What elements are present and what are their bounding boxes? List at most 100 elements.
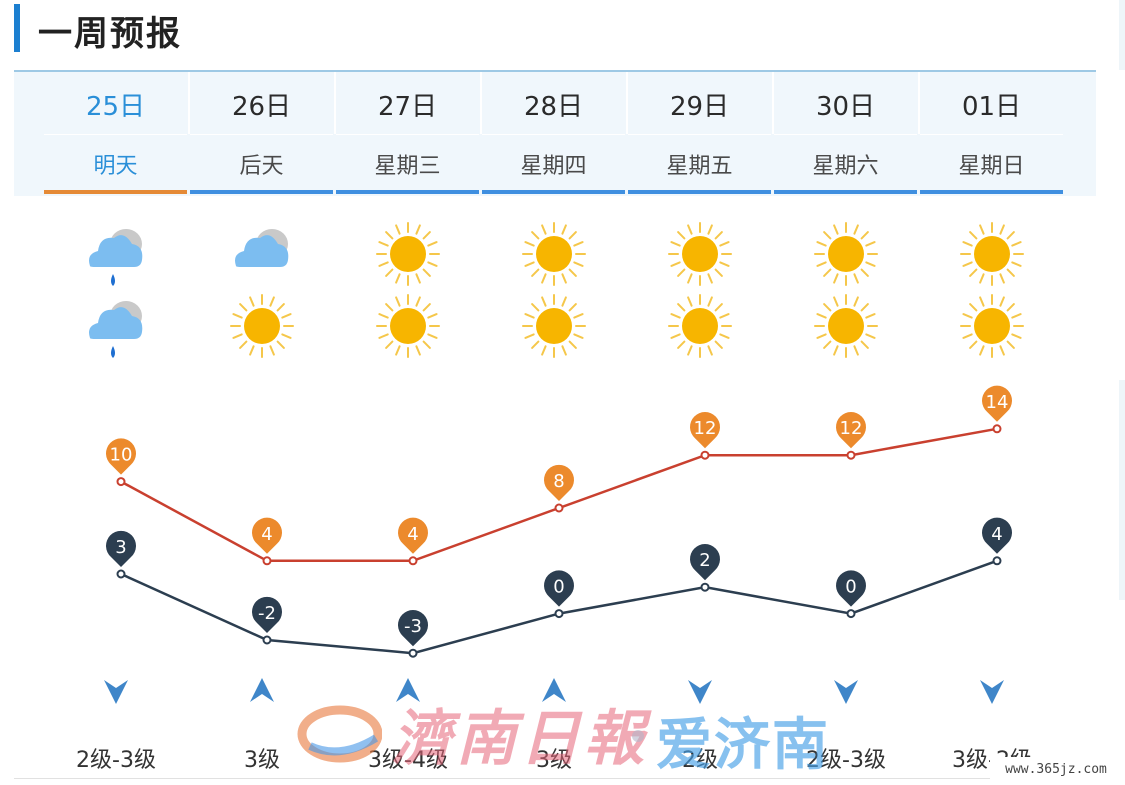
day-date: 30日 [815, 92, 876, 122]
day-tab-1[interactable]: 26日后天 [190, 72, 333, 196]
wind-arrow-up-icon [542, 678, 566, 702]
day-tab-6[interactable]: 01日星期日 [920, 72, 1063, 196]
title-accent-bar [14, 4, 20, 52]
sun-icon [376, 222, 440, 286]
sun-icon [668, 222, 732, 286]
tab-underline [774, 190, 917, 194]
day-weekday: 星期四 [520, 154, 587, 179]
day-tab-0[interactable]: 25日明天 [44, 72, 187, 196]
day-weekday: 星期日 [958, 154, 1025, 179]
watermark-brand-1: 濟南日報 [392, 704, 648, 774]
temp-point [116, 477, 126, 487]
temp-marker [398, 517, 429, 554]
tab-separator [336, 134, 479, 135]
tab-underline [336, 190, 479, 194]
tab-separator [482, 134, 625, 135]
wind-arrow-down-icon [834, 680, 858, 704]
temp-point [262, 556, 272, 566]
top-divider [14, 70, 1096, 72]
tab-underline [44, 190, 187, 194]
temp-point [554, 503, 564, 513]
day-date: 01日 [961, 92, 1022, 122]
sun-icon [814, 294, 878, 358]
temp-point [116, 569, 126, 579]
temp-marker [544, 464, 575, 501]
rain-cloud-icon [89, 229, 143, 286]
tab-divider [188, 72, 190, 134]
sun-icon [230, 294, 294, 358]
day-tab-4[interactable]: 29日星期五 [628, 72, 771, 196]
day-weekday: 后天 [239, 154, 284, 179]
temp-marker [690, 544, 720, 581]
temp-label: 0 [845, 577, 856, 598]
sun-icon [668, 294, 732, 358]
temp-label: 4 [261, 524, 272, 545]
cloud-icon [235, 229, 289, 267]
day-date: 25日 [85, 92, 146, 122]
temp-label: 8 [553, 471, 564, 492]
wind-arrow-up-icon [250, 678, 274, 702]
tab-divider [918, 72, 920, 134]
day-tab-5[interactable]: 30日星期六 [774, 72, 917, 196]
tab-separator [628, 134, 771, 135]
temp-point [700, 450, 710, 460]
temp-label: -2 [258, 603, 276, 624]
tab-underline [482, 190, 625, 194]
watermark-url: www.365jz.com [990, 757, 1122, 783]
temp-point [408, 556, 418, 566]
temp-marker [398, 610, 429, 647]
wind-arrow-down-icon [688, 680, 712, 704]
day-tab-3[interactable]: 28日星期四 [482, 72, 625, 196]
rain-cloud-icon [89, 301, 143, 358]
watermark-brand-2: 爱济南 [656, 713, 830, 778]
tab-underline [628, 190, 771, 194]
wind-level: 3级-4级 [368, 748, 448, 773]
temp-marker [836, 570, 867, 607]
tab-separator [44, 134, 187, 135]
sun-icon [814, 222, 878, 286]
day-weekday: 星期六 [812, 154, 879, 179]
tab-separator [190, 134, 333, 135]
temp-marker [252, 596, 283, 633]
day-weekday: 明天 [93, 154, 138, 179]
temp-point [262, 635, 272, 645]
temp-label: 2 [699, 550, 710, 571]
day-date: 29日 [669, 92, 730, 122]
temp-marker [982, 517, 1013, 554]
temp-label: -3 [404, 616, 422, 637]
day-weekday: 星期三 [374, 154, 441, 179]
temp-point [992, 424, 1002, 434]
day-date: 26日 [231, 92, 292, 122]
temp-label: 12 [840, 418, 863, 439]
tab-separator [774, 134, 917, 135]
tab-underline [920, 190, 1063, 194]
temp-marker [106, 438, 137, 475]
temp-point [846, 450, 856, 460]
edge-fragment [1119, 0, 1125, 70]
temp-point [408, 648, 418, 658]
temp-label: 14 [986, 392, 1009, 413]
sun-icon [960, 222, 1024, 286]
edge-fragment [1119, 380, 1125, 600]
temp-point [992, 556, 1002, 566]
watermark-logo-icon [297, 705, 382, 763]
temp-label: 4 [991, 524, 1002, 545]
sun-icon [960, 294, 1024, 358]
tab-divider [480, 72, 482, 134]
wind-level: 3级 [536, 748, 572, 773]
day-date: 28日 [523, 92, 584, 122]
temp-marker [544, 570, 575, 607]
page-title: 一周预报 [38, 14, 182, 54]
wind-level: 2级-3级 [806, 748, 886, 773]
temp-point [554, 609, 564, 619]
day-date: 27日 [377, 92, 438, 122]
sun-icon [522, 222, 586, 286]
temp-marker [252, 517, 283, 554]
day-weekday: 星期五 [666, 154, 733, 179]
temp-label: 10 [110, 445, 133, 466]
day-tab-2[interactable]: 27日星期三 [336, 72, 479, 196]
tab-separator [920, 134, 1063, 135]
wind-level: 2级 [682, 748, 718, 773]
temp-label: 12 [694, 418, 717, 439]
